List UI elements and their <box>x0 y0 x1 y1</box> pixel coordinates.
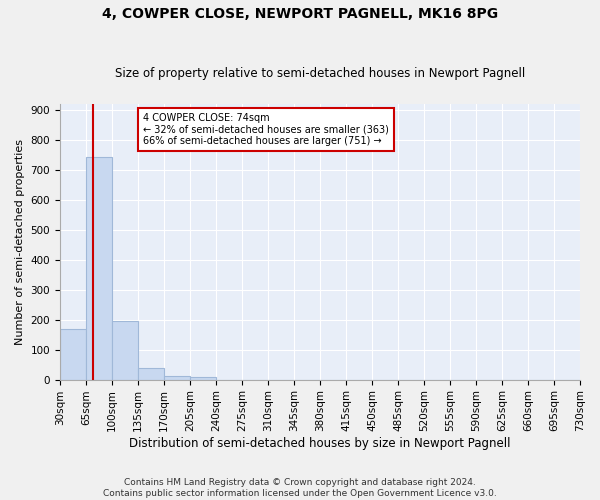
Bar <box>60 328 86 380</box>
Text: 4, COWPER CLOSE, NEWPORT PAGNELL, MK16 8PG: 4, COWPER CLOSE, NEWPORT PAGNELL, MK16 8… <box>102 8 498 22</box>
Text: Contains HM Land Registry data © Crown copyright and database right 2024.
Contai: Contains HM Land Registry data © Crown c… <box>103 478 497 498</box>
Title: Size of property relative to semi-detached houses in Newport Pagnell: Size of property relative to semi-detach… <box>115 66 525 80</box>
X-axis label: Distribution of semi-detached houses by size in Newport Pagnell: Distribution of semi-detached houses by … <box>129 437 511 450</box>
Bar <box>86 156 112 380</box>
Y-axis label: Number of semi-detached properties: Number of semi-detached properties <box>15 139 25 345</box>
Text: 4 COWPER CLOSE: 74sqm
← 32% of semi-detached houses are smaller (363)
66% of sem: 4 COWPER CLOSE: 74sqm ← 32% of semi-deta… <box>143 112 389 146</box>
Bar <box>112 321 138 380</box>
Bar <box>138 368 164 380</box>
Bar <box>190 377 216 380</box>
Bar <box>164 376 190 380</box>
